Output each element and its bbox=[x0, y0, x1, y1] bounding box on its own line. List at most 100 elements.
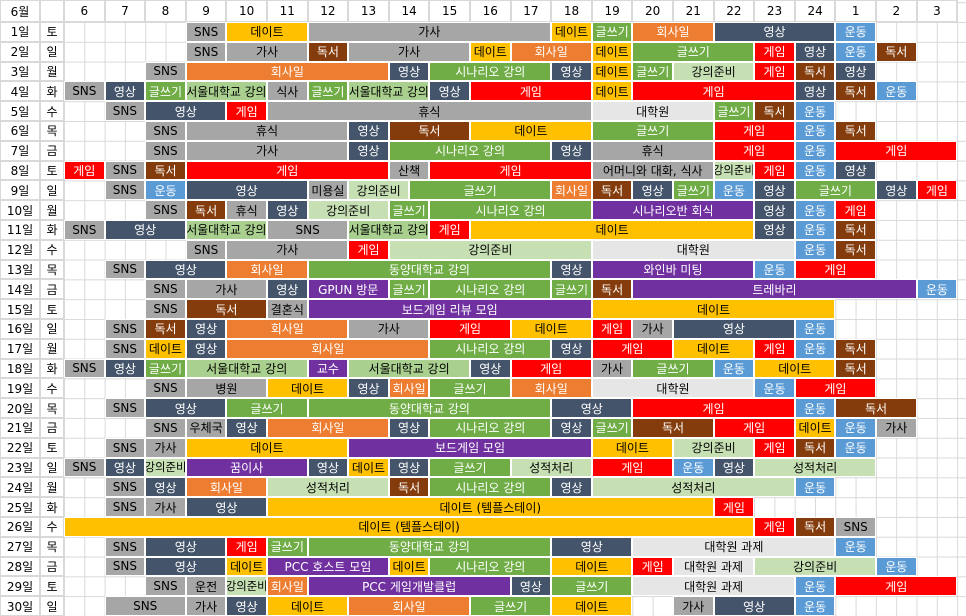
activity-block: 운동 bbox=[794, 596, 836, 616]
activity-block: 게임 bbox=[429, 319, 511, 339]
activity-block: 영상 bbox=[551, 140, 592, 161]
date-cell: 7일 bbox=[0, 140, 40, 161]
activity-block: 영상 bbox=[307, 457, 349, 478]
activity-block: 강의준비 bbox=[388, 239, 592, 260]
hour-header: 9 bbox=[185, 0, 227, 22]
activity-block: SNS bbox=[104, 101, 146, 121]
day-cell: 금 bbox=[40, 418, 64, 438]
hour-header: 23 bbox=[754, 0, 795, 22]
activity-block: 영상 bbox=[551, 338, 592, 359]
activity-block: 시나리오 강의 bbox=[429, 200, 592, 220]
activity-block: SNS bbox=[145, 279, 186, 300]
day-cell: 화 bbox=[40, 220, 64, 240]
activity-block: SNS bbox=[104, 180, 146, 201]
day-cell: 월 bbox=[40, 338, 64, 359]
activity-block: 시나리오 강의 bbox=[429, 477, 552, 498]
activity-block: 데이트 bbox=[470, 121, 592, 141]
activity-block: 회사일 bbox=[510, 378, 592, 399]
activity-block: 운동 bbox=[713, 358, 755, 379]
activity-block: 게임 bbox=[754, 41, 795, 62]
activity-block: 동양대학교 강의 bbox=[307, 259, 552, 280]
activity-block: 시나리오반 회식 bbox=[591, 200, 755, 220]
activity-block: 데이트 bbox=[226, 556, 267, 577]
activity-block: 가사 bbox=[185, 279, 267, 300]
activity-block: 식사 bbox=[267, 81, 308, 102]
activity-block: 영상 bbox=[713, 457, 755, 478]
activity-block: 회사일 bbox=[510, 41, 592, 62]
activity-block: SNS bbox=[64, 358, 105, 379]
activity-block: 미용실 bbox=[307, 180, 349, 201]
hour-header: 24 bbox=[794, 0, 836, 22]
hour-header: 3 bbox=[916, 0, 958, 22]
activity-block: 영상 bbox=[226, 418, 267, 438]
activity-block: 영상 bbox=[794, 81, 836, 102]
activity-block: 보드게임 모임 bbox=[348, 437, 592, 458]
activity-block: 서울대학교 강의 bbox=[348, 81, 430, 102]
date-cell: 4일 bbox=[0, 81, 40, 102]
activity-block: 독서 bbox=[835, 121, 876, 141]
activity-block: 데이트 bbox=[267, 378, 349, 399]
activity-block: 글쓰기 bbox=[267, 536, 308, 557]
activity-block: 영상 bbox=[145, 259, 227, 280]
activity-block: 회사일 bbox=[388, 378, 430, 399]
day-cell: 수 bbox=[40, 517, 64, 537]
activity-block: 강의준비 bbox=[673, 61, 755, 82]
day-cell: 토 bbox=[40, 576, 64, 597]
activity-block: 데이트 bbox=[591, 41, 633, 62]
hour-header: 1 bbox=[835, 0, 876, 22]
activity-block: 게임 bbox=[470, 81, 592, 102]
activity-block: 시나리오 강의 bbox=[429, 556, 552, 577]
day-cell: 토 bbox=[40, 160, 64, 181]
activity-block: 게임 bbox=[510, 358, 592, 379]
date-cell: 24일 bbox=[0, 477, 40, 498]
date-cell: 1일 bbox=[0, 22, 40, 42]
activity-block: 게임 bbox=[632, 398, 795, 418]
activity-block: 글쓰기 bbox=[673, 180, 714, 201]
date-cell: 25일 bbox=[0, 497, 40, 517]
activity-block: 가사 bbox=[876, 418, 917, 438]
activity-block: 가사 bbox=[632, 319, 673, 339]
day-cell: 수 bbox=[40, 378, 64, 399]
activity-block: 운동 bbox=[794, 140, 836, 161]
activity-block: 영상 bbox=[185, 338, 227, 359]
day-cell: 금 bbox=[40, 140, 64, 161]
hour-header: 8 bbox=[145, 0, 186, 22]
activity-block: SNS bbox=[104, 398, 146, 418]
date-cell: 20일 bbox=[0, 398, 40, 418]
activity-block: 가사 bbox=[185, 596, 227, 616]
activity-block: 병원 bbox=[185, 378, 267, 399]
activity-block: 가사 bbox=[591, 358, 633, 379]
activity-block: 독서 bbox=[632, 418, 714, 438]
activity-block: 영상 bbox=[348, 378, 389, 399]
day-cell: 금 bbox=[40, 556, 64, 577]
activity-block: 데이트 bbox=[145, 338, 186, 359]
day-cell: 월 bbox=[40, 61, 64, 82]
hour-header: 10 bbox=[226, 0, 267, 22]
hour-header: 13 bbox=[348, 0, 389, 22]
activity-block: 강의준비 bbox=[713, 160, 755, 181]
activity-block: 트레바리 bbox=[632, 279, 917, 300]
activity-block: 영상 bbox=[713, 22, 836, 42]
date-cell: 15일 bbox=[0, 299, 40, 319]
activity-block: 게임 bbox=[429, 160, 592, 181]
activity-block: 결혼식 bbox=[267, 299, 308, 319]
activity-block: SNS bbox=[145, 378, 186, 399]
activity-block: SNS bbox=[145, 140, 186, 161]
date-cell: 14일 bbox=[0, 279, 40, 300]
activity-block: 게임 bbox=[754, 61, 795, 82]
hour-header: 2 bbox=[876, 0, 917, 22]
activity-block: 글쓰기 bbox=[794, 180, 876, 201]
activity-block: 운동 bbox=[794, 338, 836, 359]
activity-block: SNS bbox=[267, 220, 349, 240]
activity-block: 게임 bbox=[632, 81, 795, 102]
activity-block: 운동 bbox=[794, 319, 836, 339]
activity-block: 가사 bbox=[307, 22, 552, 42]
activity-block: 독서 bbox=[794, 517, 836, 537]
activity-block: 영상 bbox=[388, 418, 430, 438]
activity-block: 독서 bbox=[835, 81, 876, 102]
activity-block: 가사 bbox=[348, 319, 430, 339]
activity-block: 서울대학교 강의 bbox=[185, 358, 308, 379]
activity-block: 데이트 bbox=[348, 457, 389, 478]
activity-block: 휴식 bbox=[185, 121, 349, 141]
